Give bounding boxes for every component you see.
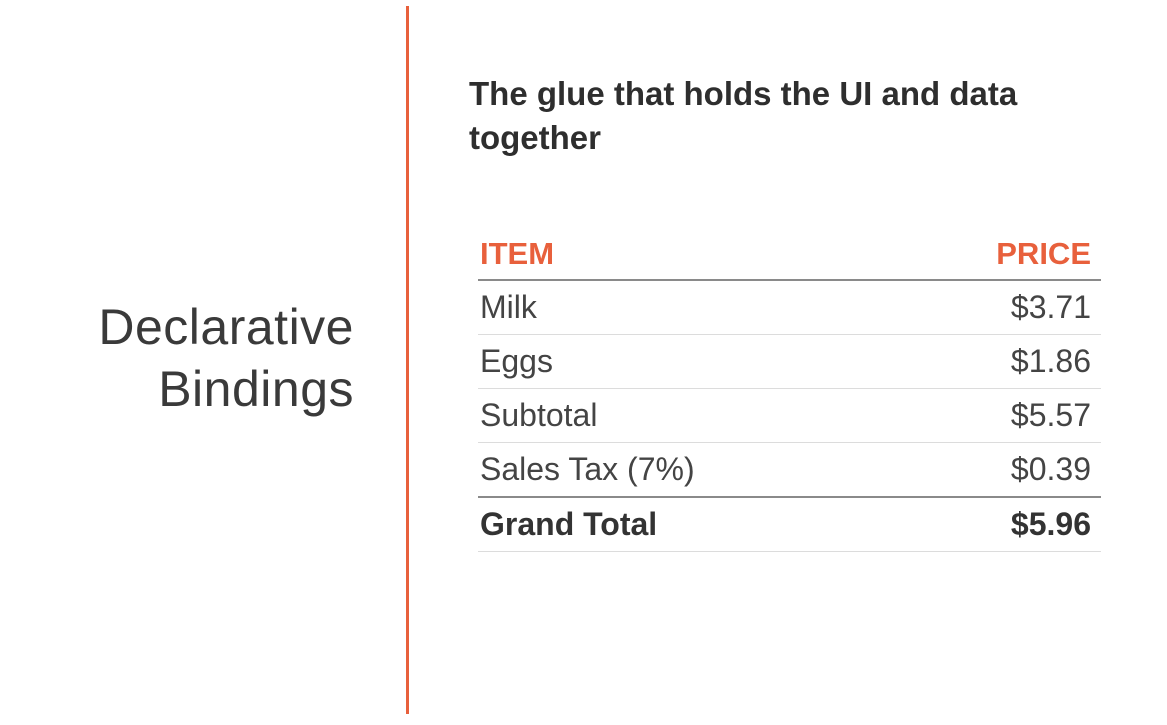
item-cell: Eggs [478,334,902,389]
slide-title-line-2: Bindings [158,361,354,417]
vertical-divider [406,6,409,714]
grand-total-row: Grand Total $5.96 [478,496,1101,552]
slide-title: Declarative Bindings [98,296,354,420]
table-row: Subtotal $5.57 [478,388,1101,443]
table-row: Sales Tax (7%) $0.39 [478,442,1101,498]
item-cell: Milk [478,280,902,335]
table-header-row: ITEM PRICE [478,229,1101,281]
price-column-header: PRICE [901,229,1101,281]
slide-subtitle: The glue that holds the UI and data toge… [469,75,1018,156]
price-cell: $0.39 [901,442,1101,498]
slide-title-line-1: Declarative [98,299,354,355]
table-row: Eggs $1.86 [478,334,1101,389]
table-row: Milk $3.71 [478,280,1101,335]
price-cell: $1.86 [901,334,1101,389]
item-cell: Subtotal [478,388,902,443]
price-cell: $5.57 [901,388,1101,443]
item-cell: Sales Tax (7%) [478,442,902,498]
grand-total-value: $5.96 [901,496,1101,552]
price-table: ITEM PRICE Milk $3.71 Eggs $1.86 Subtota… [478,229,1101,552]
grand-total-label: Grand Total [478,496,902,552]
price-cell: $3.71 [901,280,1101,335]
item-column-header: ITEM [478,229,902,281]
